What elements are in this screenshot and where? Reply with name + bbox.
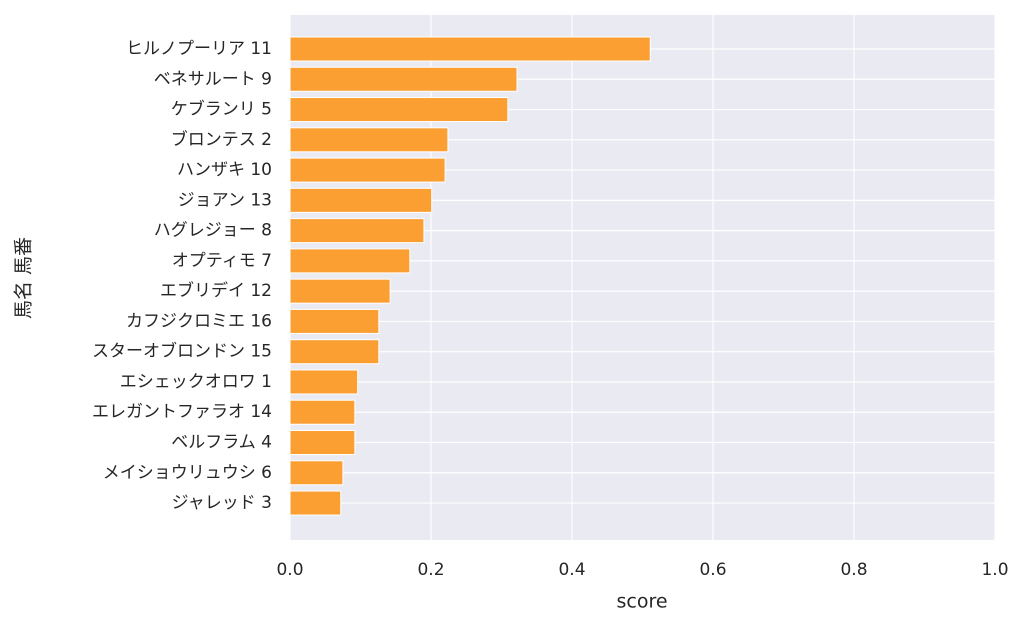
y-tick-label: ハンザキ 10	[177, 160, 272, 180]
bar	[289, 157, 446, 183]
y-tick-label: ジョアン 13	[178, 190, 272, 210]
x-tick-label: 0.0	[276, 560, 303, 580]
bar	[289, 97, 509, 123]
y-tick-label: ヒルノプーリア 11	[126, 39, 272, 59]
x-tick-label: 1.0	[981, 560, 1008, 580]
bar	[289, 430, 356, 456]
bar	[289, 369, 359, 395]
plot-area	[290, 15, 995, 540]
bar	[289, 278, 391, 304]
bar	[289, 66, 518, 92]
y-tick-label: オプティモ 7	[172, 251, 272, 271]
y-axis-label: 馬名 馬番	[13, 237, 35, 319]
bar	[289, 399, 356, 425]
bar	[289, 36, 651, 62]
y-tick-label: エブリデイ 12	[160, 280, 272, 301]
x-tick-label: 0.2	[417, 560, 444, 580]
bar	[289, 187, 433, 213]
bar	[289, 460, 344, 486]
bar	[289, 127, 449, 153]
y-tick-label: メイショウリュウシ 6	[103, 463, 272, 483]
y-tick-label: ベネサルート 9	[154, 69, 272, 89]
y-tick-label: ケブランリ 5	[171, 99, 272, 120]
y-tick-label: ジャレッド 3	[172, 493, 272, 513]
y-tick-label: ベルフラム 4	[171, 433, 272, 453]
x-tick-label: 0.8	[840, 560, 867, 580]
x-tick-label: 0.6	[699, 560, 726, 580]
y-tick-label: スターオブロンドン 15	[92, 341, 272, 362]
bar	[289, 339, 380, 365]
bar	[289, 218, 425, 244]
y-tick-label: カフジクロミエ 16	[126, 311, 272, 331]
x-axis-label: score	[616, 591, 667, 613]
bar	[289, 248, 411, 274]
bar	[289, 490, 342, 516]
y-tick-label: エレガントファラオ 14	[92, 402, 272, 422]
bar	[289, 308, 380, 334]
y-tick-label: ハグレジョー 8	[154, 221, 272, 241]
y-tick-label: ブロンテス 2	[171, 129, 272, 150]
y-tick-label: エシェックオロワ 1	[120, 372, 272, 392]
x-tick-label: 0.4	[558, 560, 585, 580]
